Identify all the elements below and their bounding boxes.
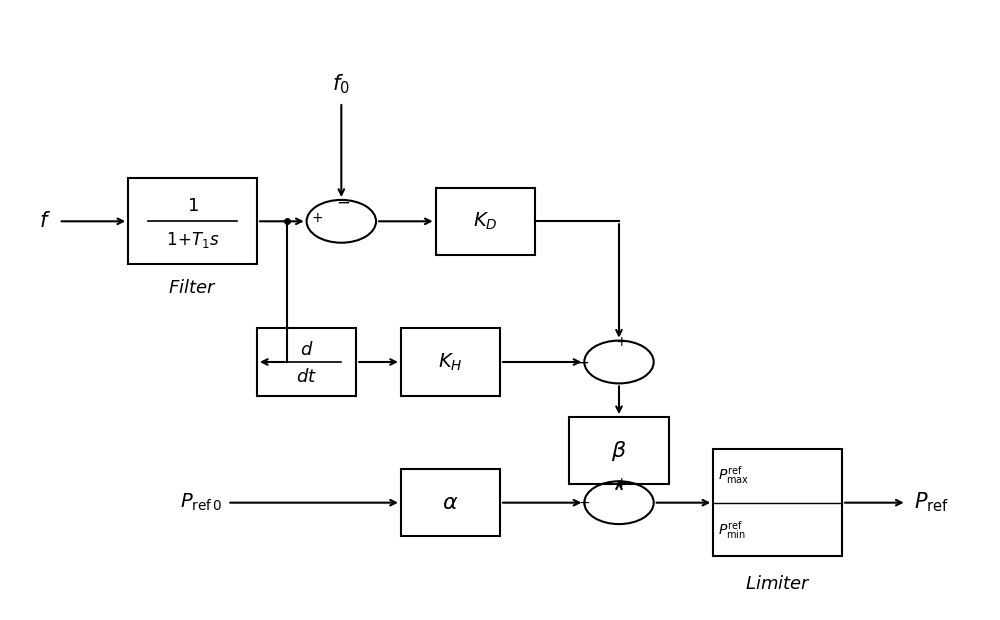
Text: $K_H$: $K_H$ xyxy=(438,352,463,373)
Text: $P^{\mathrm{ref}}_{\mathrm{min}}$: $P^{\mathrm{ref}}_{\mathrm{min}}$ xyxy=(718,519,746,541)
Text: $f_0$: $f_0$ xyxy=(332,73,350,96)
Text: $-$: $-$ xyxy=(575,353,590,371)
Text: $-$: $-$ xyxy=(336,193,350,211)
Text: $\alpha$: $\alpha$ xyxy=(442,493,459,513)
Bar xyxy=(401,329,500,396)
Text: $P_{\mathrm{ref\,0}}$: $P_{\mathrm{ref\,0}}$ xyxy=(180,492,222,513)
Text: $+$: $+$ xyxy=(615,335,627,350)
Text: $P^{\mathrm{ref}}_{\mathrm{max}}$: $P^{\mathrm{ref}}_{\mathrm{max}}$ xyxy=(718,464,749,486)
Text: $\it{Filter}$: $\it{Filter}$ xyxy=(168,280,217,298)
Text: $f$: $f$ xyxy=(39,211,51,231)
Text: $\beta$: $\beta$ xyxy=(611,439,627,463)
Bar xyxy=(436,188,535,255)
Text: $P_{\mathrm{ref}}$: $P_{\mathrm{ref}}$ xyxy=(914,491,949,515)
Text: $\it{Limiter}$: $\it{Limiter}$ xyxy=(745,575,811,593)
Text: $+$: $+$ xyxy=(578,495,590,510)
Text: $1$: $1$ xyxy=(187,197,198,215)
Bar xyxy=(713,449,842,556)
Bar xyxy=(401,469,500,536)
Text: $+$: $+$ xyxy=(615,476,627,490)
Text: $1\!+\!T_1 s$: $1\!+\!T_1 s$ xyxy=(166,229,220,250)
Text: $+$: $+$ xyxy=(311,211,323,225)
Text: $dt$: $dt$ xyxy=(296,368,317,386)
Bar xyxy=(569,417,669,484)
Bar xyxy=(128,179,257,264)
Text: $K_D$: $K_D$ xyxy=(473,211,497,232)
Text: $d$: $d$ xyxy=(300,341,313,359)
Bar xyxy=(257,329,356,396)
